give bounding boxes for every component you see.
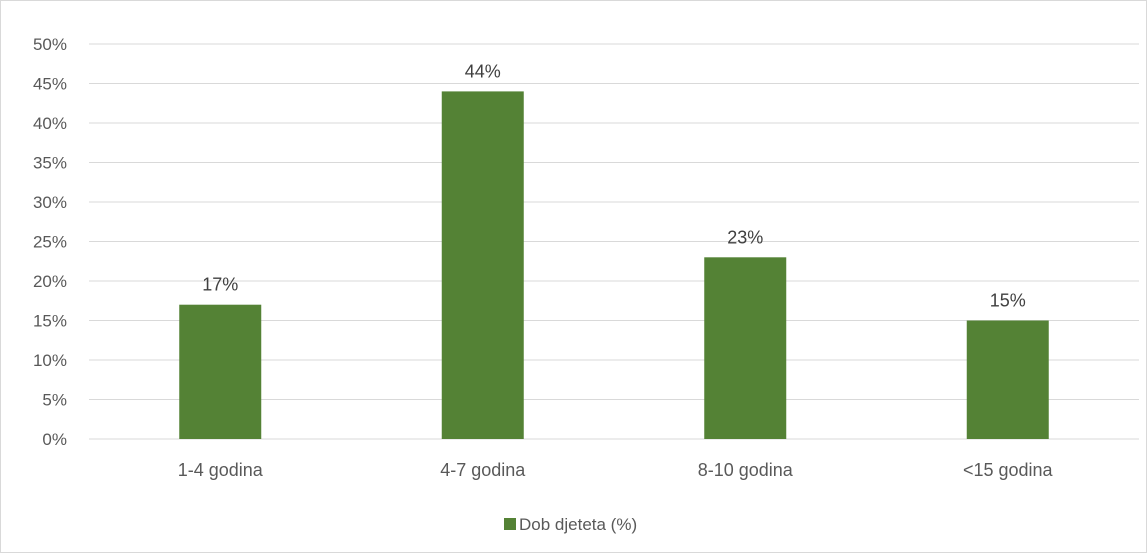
y-tick-label: 25% bbox=[33, 233, 67, 252]
x-category-label: <15 godina bbox=[963, 460, 1054, 480]
data-label: 17% bbox=[202, 275, 238, 295]
y-tick-label: 45% bbox=[33, 75, 67, 94]
legend: Dob djeteta (%) bbox=[504, 515, 637, 534]
y-axis-ticks: 0% 5% 10% 15% 20% 25% 30% 35% 40% 45% 50% bbox=[33, 35, 67, 449]
x-axis-categories: 1-4 godina 4-7 godina 8-10 godina <15 godin… bbox=[178, 460, 1054, 480]
y-tick-label: 35% bbox=[33, 154, 67, 173]
bar bbox=[704, 257, 787, 439]
data-label: 15% bbox=[990, 291, 1026, 311]
x-category-label: 4-7 godina bbox=[440, 460, 526, 480]
x-category-label: 8-10 godina bbox=[698, 460, 794, 480]
y-tick-label: 30% bbox=[33, 193, 67, 212]
bar bbox=[441, 91, 524, 440]
x-category-label: 1-4 godina bbox=[178, 460, 264, 480]
y-tick-label: 10% bbox=[33, 351, 67, 370]
bar bbox=[179, 304, 262, 439]
y-tick-label: 5% bbox=[42, 391, 67, 410]
data-labels: 17% 44% 23% 15% bbox=[202, 61, 1026, 310]
gridlines bbox=[89, 43, 1139, 440]
y-tick-label: 40% bbox=[33, 114, 67, 133]
data-label: 44% bbox=[465, 61, 501, 81]
data-label: 23% bbox=[727, 227, 763, 247]
legend-swatch bbox=[504, 518, 516, 530]
bars bbox=[179, 91, 1049, 440]
y-tick-label: 20% bbox=[33, 272, 67, 291]
y-tick-label: 15% bbox=[33, 312, 67, 331]
y-tick-label: 50% bbox=[33, 35, 67, 54]
legend-label: Dob djeteta (%) bbox=[519, 515, 637, 534]
bar bbox=[966, 320, 1049, 439]
y-tick-label: 0% bbox=[42, 430, 67, 449]
